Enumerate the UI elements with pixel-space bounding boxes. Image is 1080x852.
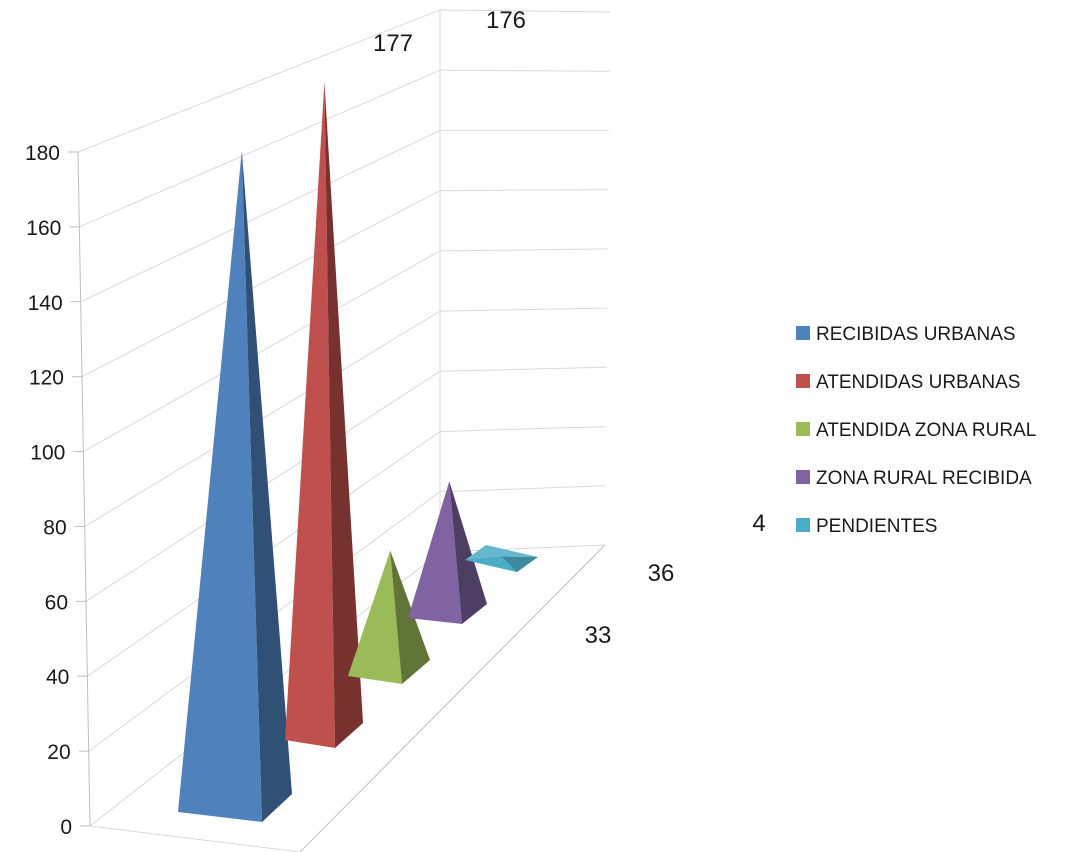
y-tick-label: 60 (45, 591, 68, 614)
pyramid-face-side (449, 481, 487, 624)
y-tick-label: 20 (47, 741, 70, 764)
pyramid-face-front (285, 81, 335, 748)
data-labels: 177 176 33 36 4 (373, 7, 766, 649)
pyramid-bar (285, 81, 363, 748)
legend-swatch (796, 422, 810, 436)
pyramid-face-front (178, 150, 262, 822)
legend-label: ATENDIDAS URBANAS (816, 372, 1020, 393)
y-tick-label: 80 (43, 516, 66, 539)
gridline (81, 189, 609, 378)
legend: RECIBIDAS URBANAS ATENDIDAS URBANAS ATENDI… (796, 324, 1036, 537)
pyramid-face-side (241, 150, 292, 822)
data-label: 176 (486, 7, 526, 34)
floor-left-edge (89, 825, 301, 852)
y-tick-label: 180 (25, 142, 60, 165)
data-label: 177 (373, 30, 413, 57)
pyramid-face-top (465, 545, 538, 560)
y-axis-tick-labels: 0 20 40 60 80 100 120 140 160 180 (25, 142, 72, 839)
pyramid-face-front (348, 550, 402, 684)
pyramid-face-side (324, 81, 363, 748)
legend-swatch (796, 326, 810, 340)
y-axis-line (77, 151, 91, 827)
y-tick-label: 120 (29, 367, 64, 390)
gridline (83, 248, 608, 453)
legend-label: ATENDIDA ZONA RURAL (816, 420, 1036, 441)
data-label: 36 (648, 560, 675, 587)
legend-label: PENDIENTES (816, 516, 937, 537)
gridline (80, 129, 609, 303)
y-tick-label: 100 (30, 442, 65, 465)
legend-label: ZONA RURAL RECIBIDA (816, 468, 1032, 489)
y-tick-label: 40 (46, 666, 69, 689)
floor-front-edge (299, 544, 606, 852)
data-label: 33 (585, 622, 612, 649)
data-label: 4 (752, 510, 765, 537)
legend-swatch (796, 518, 810, 532)
legend-swatch (796, 374, 810, 388)
gridline (79, 69, 610, 228)
pyramid-bar (178, 150, 292, 822)
y-tick-label: 160 (26, 217, 61, 240)
data-bars (178, 81, 538, 822)
pyramid-bar (465, 545, 538, 572)
pyramid-face-left (465, 556, 517, 572)
chart-floor (89, 544, 606, 852)
y-tick-label: 0 (60, 816, 72, 839)
legend-label: RECIBIDAS URBANAS (816, 324, 1016, 345)
pyramid-bar (408, 481, 487, 624)
y-tick-label: 140 (28, 292, 63, 315)
legend-swatch (796, 470, 810, 484)
pyramid-face-front (408, 481, 462, 624)
